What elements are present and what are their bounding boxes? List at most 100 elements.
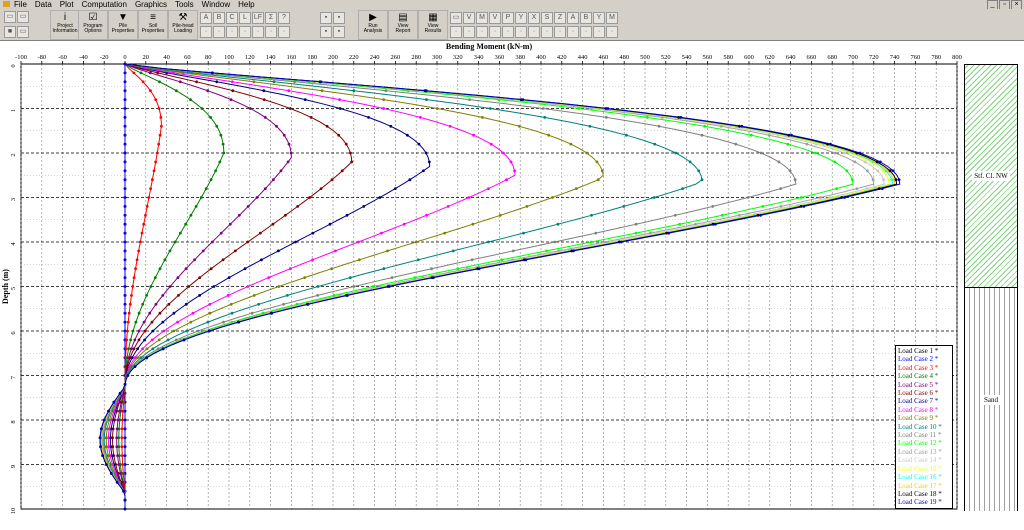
series-marker-2 bbox=[123, 151, 127, 155]
series-marker-8 bbox=[379, 231, 383, 235]
result-plot-button[interactable]: Y bbox=[593, 12, 605, 24]
plot-tool-button[interactable]: · bbox=[278, 26, 290, 38]
plot-tool-button[interactable]: · bbox=[239, 26, 251, 38]
result-plot-button[interactable]: V bbox=[463, 12, 475, 24]
result-plot-button[interactable]: Z bbox=[554, 12, 566, 24]
result-plot-button[interactable]: ▭ bbox=[450, 12, 462, 24]
result-plot-button[interactable]: · bbox=[580, 26, 592, 38]
menu-data[interactable]: Data bbox=[34, 0, 52, 9]
series-marker-5 bbox=[289, 151, 293, 155]
button-label: Soil bbox=[148, 23, 158, 29]
result-plot-button[interactable]: · bbox=[502, 26, 514, 38]
menu-tools[interactable]: Tools bbox=[174, 0, 194, 9]
result-plot-button[interactable]: P bbox=[502, 12, 514, 24]
series-marker-19 bbox=[99, 445, 102, 449]
series-marker-19 bbox=[126, 374, 130, 377]
plot-tool-button[interactable]: · bbox=[252, 26, 264, 38]
result-plot-button[interactable]: · bbox=[476, 26, 488, 38]
plot-tool-button[interactable]: ▪ bbox=[320, 12, 332, 24]
result-plot-button[interactable]: · bbox=[489, 26, 501, 38]
series-marker-4 bbox=[199, 196, 203, 199]
series-marker-2 bbox=[123, 89, 127, 93]
run-analysis-button[interactable]: ▶ Run Analysis bbox=[358, 10, 388, 40]
menu-graphics[interactable]: Graphics bbox=[134, 0, 167, 9]
series-marker-3 bbox=[138, 240, 142, 244]
pile-head-loading-button[interactable]: ⚒ Pile-head Loading bbox=[168, 10, 198, 40]
series-marker-12 bbox=[332, 294, 336, 297]
series-marker-11 bbox=[793, 178, 797, 182]
plot-tool-button[interactable]: ▪ bbox=[320, 26, 332, 38]
plot-tool-button[interactable]: ? bbox=[278, 12, 290, 24]
open-icon[interactable]: ▭ bbox=[17, 11, 29, 23]
series-marker-3 bbox=[130, 294, 133, 297]
series-marker-6 bbox=[187, 285, 191, 288]
x-tick-label: 160 bbox=[287, 54, 297, 61]
series-marker-8 bbox=[489, 142, 493, 146]
result-plot-button[interactable]: M bbox=[476, 12, 488, 24]
legend-entry: Load Case 1 * bbox=[898, 347, 939, 355]
program-options-button[interactable]: ☑ Program Options bbox=[78, 10, 108, 40]
plot-tool-button[interactable]: LF bbox=[252, 12, 264, 24]
series-marker-19 bbox=[388, 285, 391, 288]
plot-tool-button[interactable]: · bbox=[226, 26, 238, 38]
button-label: Project bbox=[57, 23, 73, 29]
series-marker-3 bbox=[149, 187, 153, 191]
pile-properties-button[interactable]: ▼ Pile Properties bbox=[108, 10, 138, 40]
series-marker-5 bbox=[287, 142, 291, 146]
result-plot-button[interactable]: Y bbox=[515, 12, 527, 24]
menu-window[interactable]: Window bbox=[201, 0, 231, 9]
result-plot-button[interactable]: S bbox=[541, 12, 553, 24]
plot-tool-button[interactable]: A bbox=[200, 12, 212, 24]
result-plot-button[interactable]: · bbox=[593, 26, 605, 38]
result-plot-button[interactable]: · bbox=[567, 26, 579, 38]
menu-plot[interactable]: Plot bbox=[59, 0, 74, 9]
view-report-button[interactable]: ▤ View Report bbox=[388, 10, 418, 40]
result-plot-button[interactable]: · bbox=[554, 26, 566, 38]
series-marker-10 bbox=[674, 151, 678, 155]
legend-entry: Load Case 14 * bbox=[898, 456, 942, 465]
plot-tool-button[interactable]: L bbox=[239, 12, 251, 24]
series-marker-7 bbox=[424, 151, 428, 155]
series-marker-8 bbox=[288, 267, 292, 271]
result-plot-button[interactable]: · bbox=[515, 26, 527, 38]
plot-tool-button[interactable]: C bbox=[226, 12, 238, 24]
plot-tool-button[interactable]: · bbox=[213, 26, 225, 38]
result-plot-button[interactable]: · bbox=[541, 26, 553, 38]
x-tick-label: 320 bbox=[453, 54, 463, 61]
result-plot-button[interactable]: B bbox=[580, 12, 592, 24]
series-marker-2 bbox=[123, 427, 127, 431]
result-plot-button[interactable]: · bbox=[606, 26, 618, 38]
menu-file[interactable]: File bbox=[14, 0, 27, 9]
save-icon[interactable]: ■ bbox=[4, 26, 16, 38]
plot-tool-button[interactable]: · bbox=[265, 26, 277, 38]
result-plot-button[interactable]: V bbox=[489, 12, 501, 24]
result-plot-button[interactable]: · bbox=[450, 26, 462, 38]
plot-tool-button[interactable]: · bbox=[200, 26, 212, 38]
project-information-button[interactable]: i Project Information bbox=[50, 10, 80, 40]
print-icon[interactable]: ▭ bbox=[17, 26, 29, 38]
series-marker-11 bbox=[511, 249, 515, 253]
plot-tool-button[interactable]: ▪ bbox=[333, 12, 345, 24]
result-plot-button[interactable]: M bbox=[606, 12, 618, 24]
result-plot-button[interactable]: · bbox=[528, 26, 540, 38]
x-tick-label: 760 bbox=[911, 54, 921, 61]
result-plot-button[interactable]: X bbox=[528, 12, 540, 24]
y-tick-label: 3 bbox=[10, 198, 17, 201]
series-marker-19 bbox=[109, 472, 113, 475]
series-marker-19 bbox=[208, 329, 211, 333]
new-icon[interactable]: ▭ bbox=[4, 11, 16, 23]
series-marker-14 bbox=[882, 178, 885, 182]
soil-properties-button[interactable]: ≡ Soil Properties bbox=[138, 10, 168, 40]
result-plot-button[interactable]: · bbox=[463, 26, 475, 38]
series-marker-3 bbox=[137, 249, 141, 253]
plot-tool-button[interactable]: B bbox=[213, 12, 225, 24]
view-results-button[interactable]: ▦ View Results bbox=[418, 10, 448, 40]
plot-tool-button[interactable]: ▪ bbox=[333, 26, 345, 38]
result-plot-button[interactable]: A bbox=[567, 12, 579, 24]
series-marker-19 bbox=[713, 222, 717, 226]
plot-tool-button[interactable]: Σ bbox=[265, 12, 277, 24]
menu-help[interactable]: Help bbox=[238, 0, 255, 9]
x-tick-label: 520 bbox=[661, 54, 671, 61]
menu-computation[interactable]: Computation bbox=[81, 0, 127, 9]
series-marker-9 bbox=[569, 142, 573, 146]
